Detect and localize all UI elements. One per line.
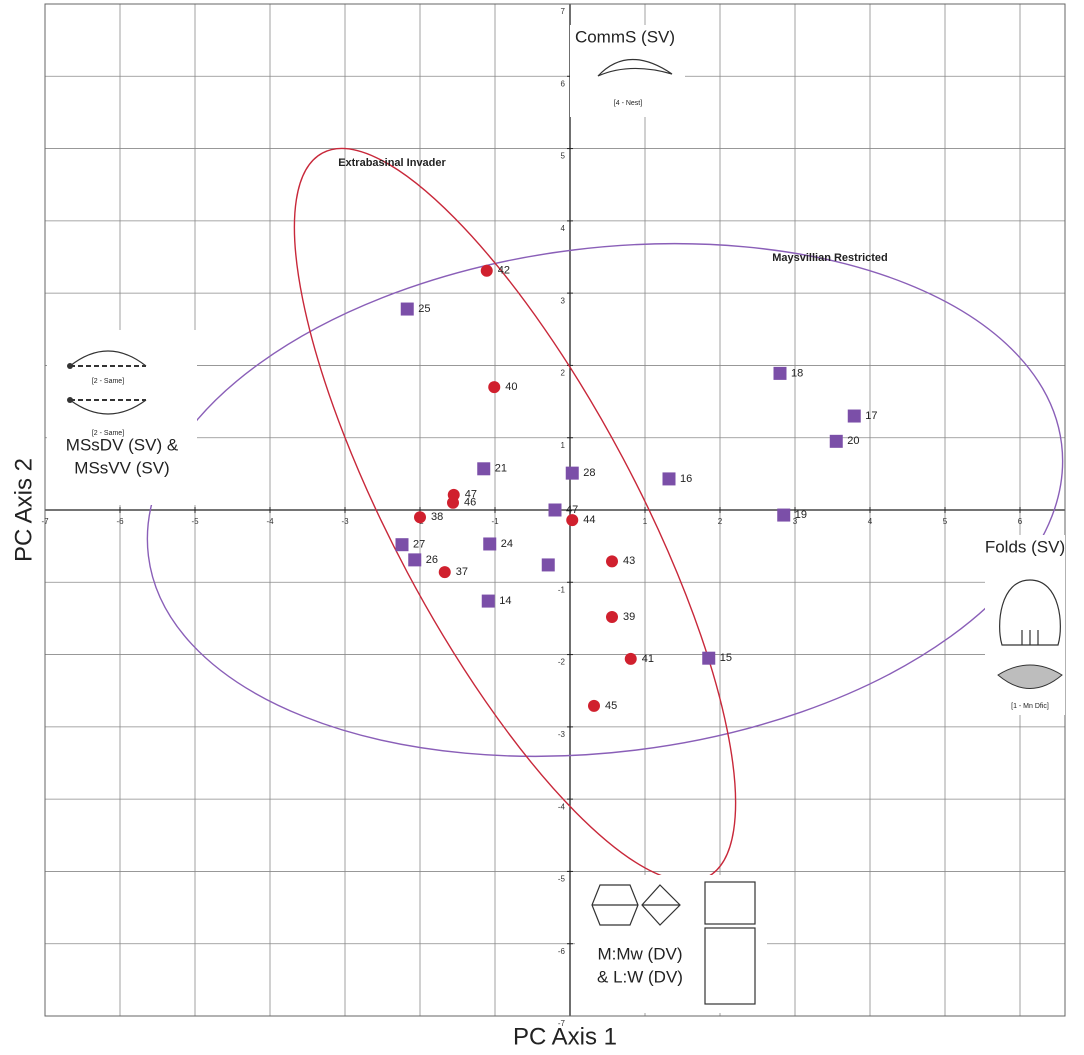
point-label: 44 — [583, 514, 595, 526]
point — [542, 558, 555, 571]
point-label: 43 — [623, 555, 635, 567]
icon-box: [2 - Same] [2 - Same] MSsDV (SV) & MSsVV… — [47, 330, 197, 505]
annotation: [1 - Mn Dfic] — [1011, 703, 1049, 710]
point-label: 21 — [495, 463, 507, 475]
annotation: MSsDV (SV) & — [66, 435, 179, 454]
point — [566, 467, 579, 480]
x-tick-label: -6 — [116, 517, 124, 526]
point-label: 26 — [426, 554, 438, 566]
chart: CommS (SV) [4 - Nest] [2 - Same] [2 - Sa… — [0, 0, 1084, 1055]
y-tick-label: 1 — [561, 441, 566, 450]
x-tick-label: -1 — [491, 517, 499, 526]
point-label: 47 — [566, 504, 578, 516]
point-label: 39 — [623, 611, 635, 623]
point — [482, 595, 495, 608]
point — [483, 537, 496, 550]
shell-icon — [67, 363, 73, 369]
point — [702, 652, 715, 665]
annotation: MSsVV (SV) — [74, 458, 169, 477]
point-label: 20 — [847, 435, 859, 447]
point-label: 45 — [605, 700, 617, 712]
x-tick-label: -5 — [191, 517, 199, 526]
point — [588, 700, 600, 712]
point-label: 25 — [418, 303, 430, 315]
point-label: 15 — [720, 652, 732, 664]
y-tick-label: -2 — [558, 658, 566, 667]
icon-box: M:Mw (DV) & L:W (DV) — [575, 875, 767, 1013]
point-label: 16 — [680, 473, 692, 485]
annotation: M:Mw (DV) — [598, 944, 683, 963]
point-label: 27 — [413, 539, 425, 551]
x-tick-label: 1 — [643, 517, 648, 526]
point — [606, 611, 618, 623]
point — [414, 511, 426, 523]
point-label: 17 — [865, 410, 877, 422]
point — [477, 462, 490, 475]
point — [396, 538, 409, 551]
point-label: 24 — [501, 538, 513, 550]
point-label: 18 — [791, 367, 803, 379]
point-label: 46 — [464, 497, 476, 509]
point-label: 28 — [583, 467, 595, 479]
point — [481, 265, 493, 277]
point — [408, 553, 421, 566]
x-axis-title: PC Axis 1 — [513, 1023, 617, 1050]
x-tick-label: 2 — [718, 517, 723, 526]
point — [447, 497, 459, 509]
point-label: 19 — [795, 509, 807, 521]
y-tick-label: 6 — [561, 79, 566, 88]
point — [401, 303, 414, 316]
ellipse-label: Extrabasinal Invader — [338, 157, 446, 169]
y-tick-label: -3 — [558, 730, 566, 739]
x-tick-label: -7 — [41, 517, 49, 526]
y-axis-title: PC Axis 2 — [10, 458, 37, 562]
icon-background — [47, 330, 197, 505]
annotation: Folds (SV) — [985, 537, 1065, 556]
y-tick-label: -4 — [558, 802, 566, 811]
ellipse-label: Maysvillian Restricted — [772, 252, 888, 264]
y-tick-label: -5 — [558, 875, 566, 884]
icon-box: CommS (SV) [4 - Nest] — [570, 25, 685, 117]
icon-box: Folds (SV) [1 - Mn Dfic] — [985, 535, 1065, 715]
point — [848, 410, 861, 423]
y-tick-label: -1 — [558, 585, 566, 594]
y-tick-label: -6 — [558, 947, 566, 956]
point — [566, 514, 578, 526]
point — [488, 381, 500, 393]
point-label: 38 — [431, 511, 443, 523]
x-tick-label: -3 — [341, 517, 349, 526]
point — [606, 555, 618, 567]
point-label: 41 — [642, 653, 654, 665]
annotation: CommS (SV) — [575, 27, 675, 46]
annotation: [4 - Nest] — [614, 100, 642, 107]
y-tick-label: 5 — [561, 152, 566, 161]
point-label: 37 — [456, 566, 468, 578]
annotation: & L:W (DV) — [597, 967, 683, 986]
x-tick-label: -4 — [266, 517, 274, 526]
background — [0, 0, 1084, 1055]
point-label: 14 — [499, 595, 511, 607]
y-tick-label: 7 — [561, 7, 566, 16]
point — [439, 566, 451, 578]
point — [777, 509, 790, 522]
y-tick-label: 3 — [561, 296, 566, 305]
annotation: [2 - Same] — [92, 378, 124, 385]
point — [663, 472, 676, 485]
point — [774, 367, 787, 380]
point-label: 40 — [505, 381, 517, 393]
y-tick-label: -7 — [558, 1019, 566, 1028]
y-tick-label: 4 — [561, 224, 566, 233]
x-tick-label: 5 — [943, 517, 948, 526]
point — [625, 653, 637, 665]
shell-icon — [67, 397, 73, 403]
x-tick-label: 6 — [1018, 517, 1023, 526]
point — [830, 435, 843, 448]
point — [549, 504, 562, 517]
point-label: 42 — [498, 265, 510, 277]
y-tick-label: 2 — [561, 369, 566, 378]
x-tick-label: 4 — [868, 517, 873, 526]
